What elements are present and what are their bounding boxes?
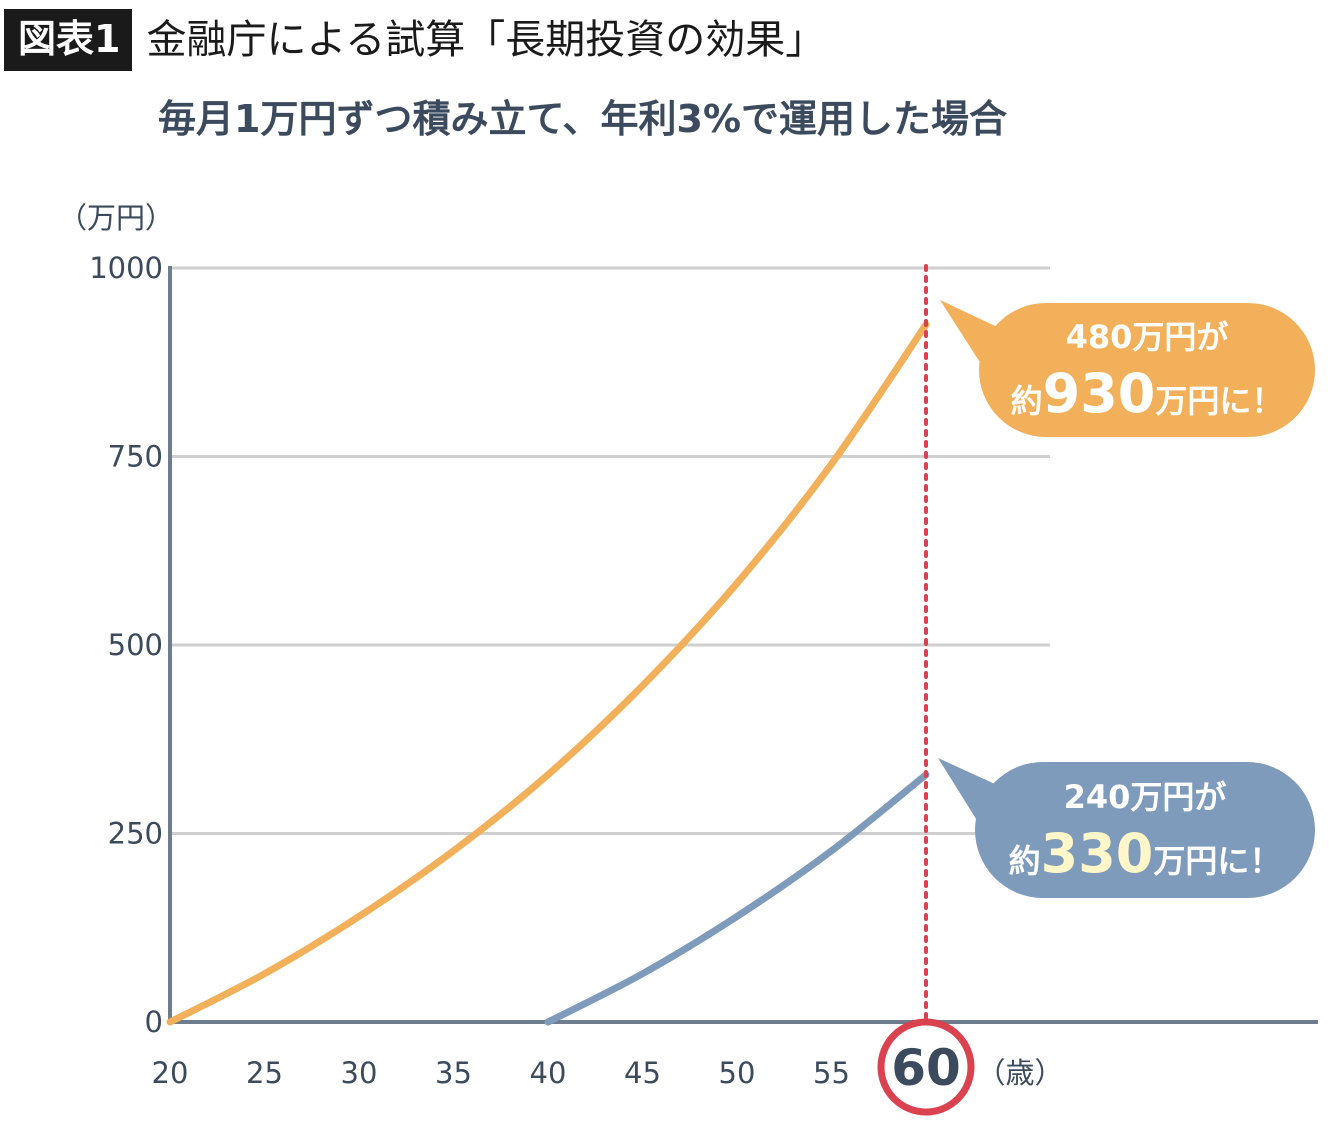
series-line-blue (544, 771, 930, 1026)
x-tick-label: 55 (813, 1056, 850, 1090)
callout-line2: 約330万円に！ (1009, 822, 1282, 885)
y-tick-label: 500 (108, 628, 163, 662)
header: 図表1 金融庁による試算「長期投資の効果」 (0, 8, 825, 72)
figure-badge: 図表1 (4, 9, 133, 71)
series-lines (166, 321, 930, 1026)
x-tick-label: 50 (719, 1056, 756, 1090)
callout-bubble (975, 762, 1315, 898)
x-tick-label: 20 (152, 1056, 189, 1090)
y-tick-label: 250 (108, 817, 163, 851)
highlight-marker (877, 264, 975, 1116)
chart-subtitle: 毎月1万円ずつ積み立て、年利3%で運用した場合 (158, 97, 1008, 141)
series-line-orange (166, 321, 930, 1026)
y-tick-label: 1000 (89, 251, 163, 285)
x-tick-label: 35 (435, 1056, 472, 1090)
callout-line2: 約930万円に！ (1011, 362, 1284, 425)
callout-bubble (979, 303, 1315, 437)
x-tick-label: 40 (530, 1056, 567, 1090)
grid-lines (170, 266, 1050, 835)
chart-title: 金融庁による試算「長期投資の効果」 (146, 17, 826, 63)
y-tick-label: 750 (108, 440, 163, 474)
callout-line1: 480万円が (1066, 318, 1229, 356)
highlight-circle (877, 1018, 975, 1116)
x-tick-label: 25 (246, 1056, 283, 1090)
x-tick-label-highlight: 60 (891, 1039, 961, 1097)
callout-line1: 240万円が (1064, 778, 1227, 816)
x-axis-unit: （歳） (976, 1056, 1063, 1090)
tick-labels: 0 250 500 750 1000 （万円） 20 25 30 35 40 45 50 55 60 （歳） (58, 201, 1064, 1097)
y-axis-unit: （万円） (58, 201, 174, 235)
axes (168, 266, 1318, 1024)
y-tick-label: 0 (145, 1005, 163, 1039)
x-tick-label: 45 (624, 1056, 661, 1090)
x-tick-label: 30 (341, 1056, 378, 1090)
